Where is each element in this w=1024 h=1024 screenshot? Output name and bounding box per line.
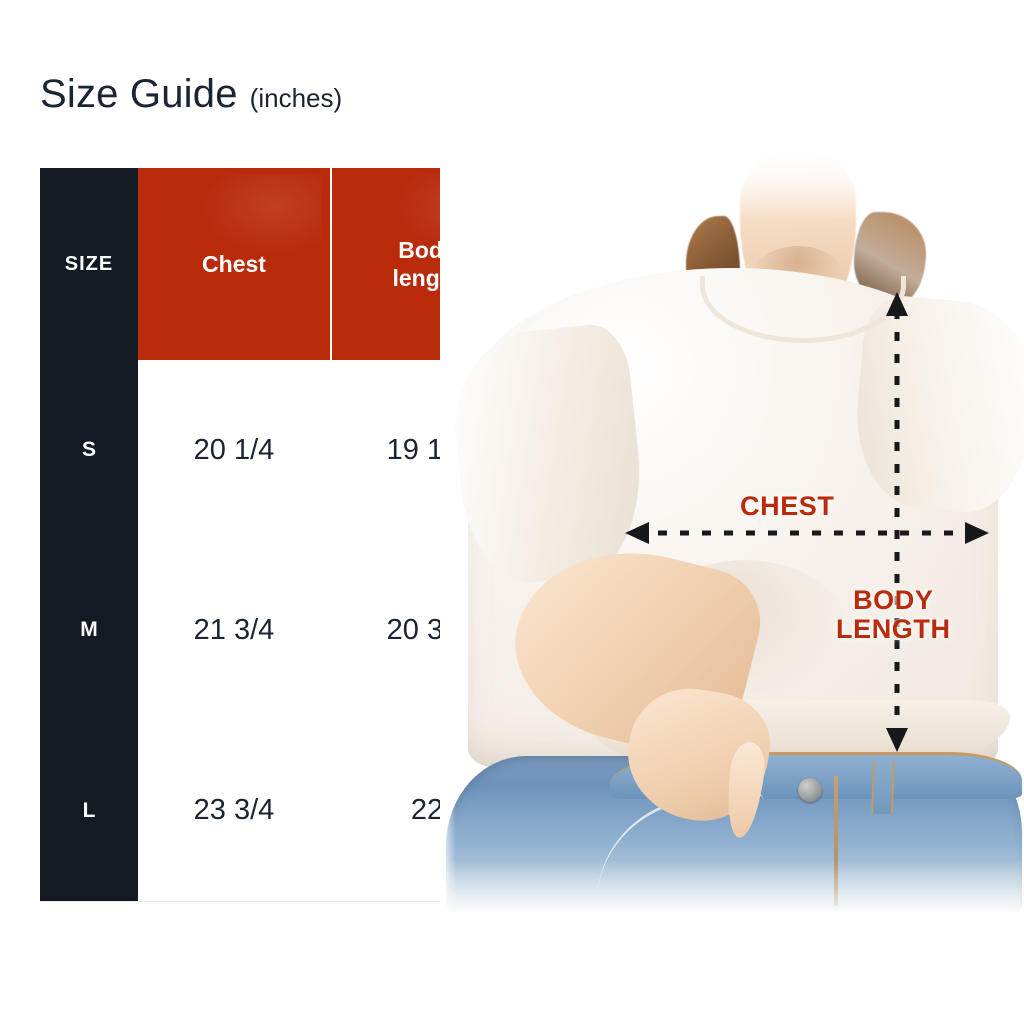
chest-arrowhead-right: [965, 522, 989, 544]
row-chest-value: 20 1/4: [138, 360, 330, 541]
photo-left-fade: [440, 0, 456, 1024]
model-photo: CHEST BODY LENGTH: [440, 0, 1024, 1024]
body-length-arrowhead-top: [886, 292, 908, 316]
header-sheen: [202, 174, 322, 254]
row-chest-value: 23 3/4: [138, 720, 330, 901]
row-size-label: L: [40, 720, 138, 901]
page-title-unit: (inches): [249, 83, 343, 113]
row-size-label: S: [40, 360, 138, 541]
table-row: S 20 1/4 19 1/2: [40, 360, 524, 541]
body-length-arrowhead-bottom: [886, 728, 908, 752]
row-chest-value: 21 3/4: [138, 540, 330, 721]
measurement-overlay: [625, 292, 989, 752]
body-length-measurement-label: BODY LENGTH: [836, 585, 951, 645]
table-row: L 23 3/4 22: [40, 720, 524, 901]
chest-measurement-label: CHEST: [740, 491, 835, 521]
photo-bottom-mask: [440, 912, 1024, 1024]
jeans-fly-seam: [834, 776, 838, 906]
page-title: Size Guide (inches): [40, 72, 342, 117]
photo-top-fade: [730, 148, 866, 220]
page-title-main: Size Guide: [40, 72, 238, 116]
column-header-chest: Chest: [138, 168, 330, 360]
chest-arrowhead-left: [625, 522, 649, 544]
column-header-size: SIZE: [40, 168, 138, 360]
row-size-label: M: [40, 540, 138, 721]
column-header-chest-label: Chest: [202, 250, 266, 277]
jeans-button: [798, 778, 822, 802]
